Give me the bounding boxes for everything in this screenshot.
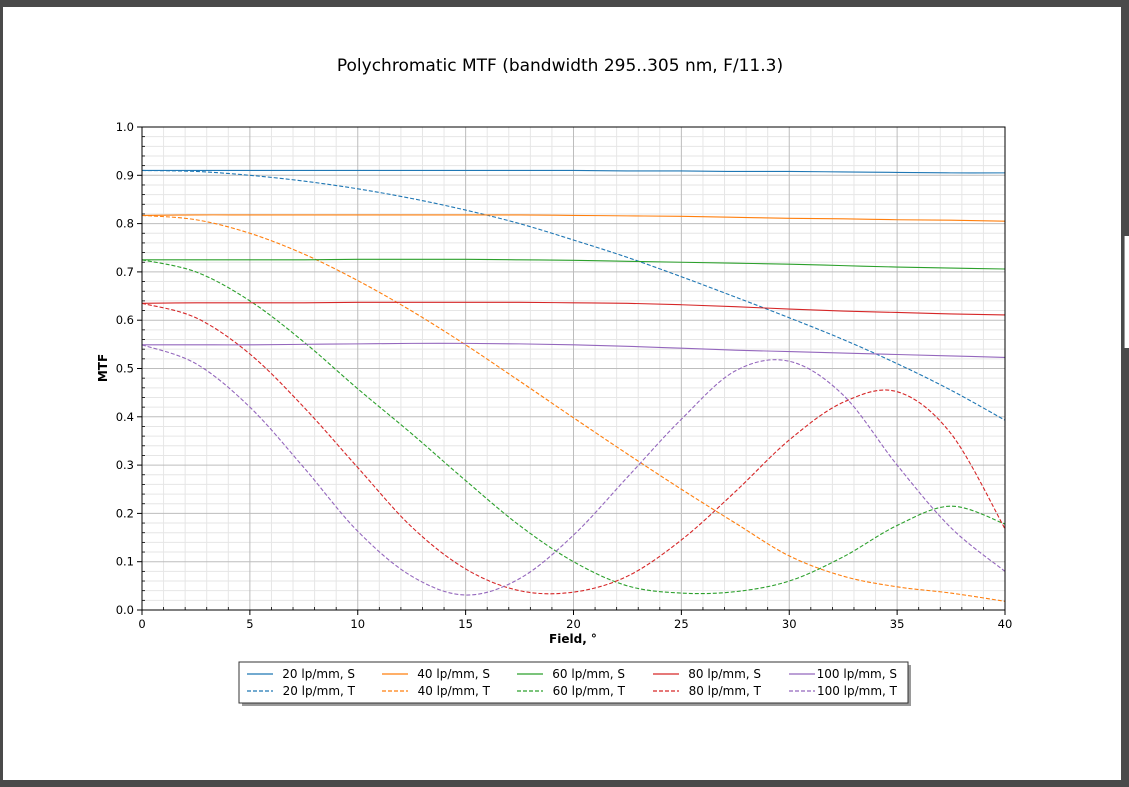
legend-items: 20 lp/mm, S 20 lp/mm, T 40 lp/mm, S 40 lp/m…	[247, 667, 898, 698]
y-tick-label: 0.3	[116, 458, 134, 472]
x-tick-labels: 0 5 10 15 20 25 30 35 40	[138, 617, 1012, 631]
legend-label: 20 lp/mm, S	[282, 667, 355, 681]
y-tick-label: 0.4	[116, 410, 134, 424]
legend-label: 100 lp/mm, S	[817, 667, 897, 681]
series-line-100-lp-mm-t	[141, 344, 1006, 596]
y-tick-label: 1.0	[116, 120, 134, 134]
series-line-20-lp-mm-s	[141, 169, 1006, 174]
legend-box	[238, 661, 909, 704]
y-tick-label: 0.7	[116, 265, 134, 279]
series-line-40-lp-mm-s	[141, 214, 1006, 222]
legend-label: 60 lp/mm, T	[553, 684, 626, 698]
x-tick-label: 0	[138, 617, 145, 631]
scrollbar-edge[interactable]	[1124, 236, 1129, 348]
y-tick-label: 0.5	[116, 362, 134, 376]
y-tick-label: 0.8	[116, 217, 134, 231]
legend: 20 lp/mm, S 20 lp/mm, T 40 lp/mm, S 40 lp/m…	[238, 661, 911, 706]
x-tick-label: 40	[998, 617, 1013, 631]
series-line-40-lp-mm-t	[141, 214, 1006, 602]
legend-label: 80 lp/mm, S	[688, 667, 761, 681]
x-axis-label: Field, °	[549, 632, 597, 646]
y-tick-label: 0.6	[116, 313, 134, 327]
y-tick-labels: 0.0 0.1 0.2 0.3 0.4 0.5 0.6 0.7 0.8 0.9 1.0	[116, 120, 134, 617]
series-line-80-lp-mm-t	[141, 302, 1006, 595]
x-tick-label: 10	[350, 617, 365, 631]
series-line-20-lp-mm-t	[141, 169, 1006, 421]
y-tick-label: 0.1	[116, 555, 134, 569]
chart-page	[3, 7, 1121, 780]
chart-title: Polychromatic MTF (bandwidth 295..305 nm…	[337, 56, 783, 76]
legend-label: 80 lp/mm, T	[689, 684, 762, 698]
x-tick-label: 20	[566, 617, 581, 631]
series-layer	[141, 169, 1006, 602]
legend-label: 40 lp/mm, S	[417, 667, 490, 681]
y-tick-label: 0.2	[116, 506, 134, 520]
x-tick-label: 35	[890, 617, 905, 631]
x-tick-label: 5	[246, 617, 253, 631]
legend-label: 20 lp/mm, T	[283, 684, 356, 698]
legend-label: 40 lp/mm, T	[418, 684, 491, 698]
x-tick-label: 25	[674, 617, 689, 631]
legend-label: 100 lp/mm, T	[817, 684, 898, 698]
series-line-100-lp-mm-s	[141, 342, 1006, 358]
axis-ticks	[137, 126, 1006, 615]
x-tick-label: 30	[782, 617, 797, 631]
series-line-80-lp-mm-s	[141, 301, 1006, 316]
y-tick-label: 0.0	[116, 603, 134, 617]
series-line-60-lp-mm-t	[141, 259, 1006, 595]
x-tick-label: 15	[458, 617, 473, 631]
legend-label: 60 lp/mm, S	[552, 667, 625, 681]
y-tick-label: 0.9	[116, 168, 134, 182]
y-axis-label: MTF	[96, 354, 110, 382]
series-line-60-lp-mm-s	[142, 258, 1006, 270]
